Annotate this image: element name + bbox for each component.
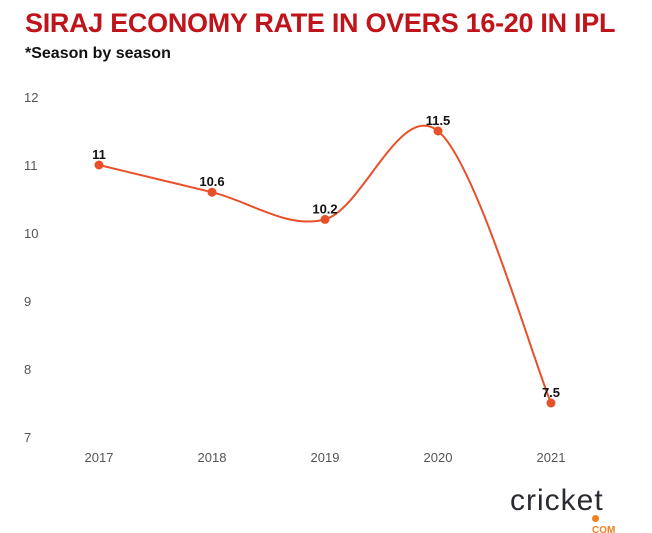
- cricket-com-logo: cricket COM: [510, 484, 615, 533]
- y-tick-label: 9: [24, 294, 31, 309]
- y-tick-label: 7: [24, 430, 31, 445]
- chart-subtitle: *Season by season: [25, 45, 171, 62]
- data-label: 7.5: [542, 385, 560, 400]
- logo-text: cricket: [510, 484, 604, 517]
- data-point: [546, 398, 556, 408]
- data-point: [433, 126, 443, 136]
- data-label: 11.5: [426, 113, 451, 128]
- x-tick-label: 2017: [85, 450, 114, 465]
- data-point: [94, 160, 104, 170]
- x-tick-label: 2021: [537, 450, 566, 465]
- data-point: [320, 214, 330, 224]
- x-tick-label: 2020: [424, 450, 453, 465]
- series-line: [98, 124, 552, 404]
- chart-title: SIRAJ ECONOMY RATE IN OVERS 16-20 IN IPL: [25, 8, 616, 38]
- x-tick-label: 2019: [311, 450, 340, 465]
- data-label: 11: [92, 147, 106, 162]
- x-tick-label: 2018: [198, 450, 227, 465]
- logo-suffix: COM: [592, 514, 615, 533]
- data-label: 10.2: [312, 201, 337, 216]
- data-label: 10.6: [199, 174, 224, 189]
- y-tick-label: 10: [24, 226, 38, 241]
- y-tick-label: 8: [24, 362, 31, 377]
- y-tick-label: 12: [24, 90, 38, 105]
- data-point: [207, 187, 217, 197]
- y-tick-label: 11: [24, 158, 38, 173]
